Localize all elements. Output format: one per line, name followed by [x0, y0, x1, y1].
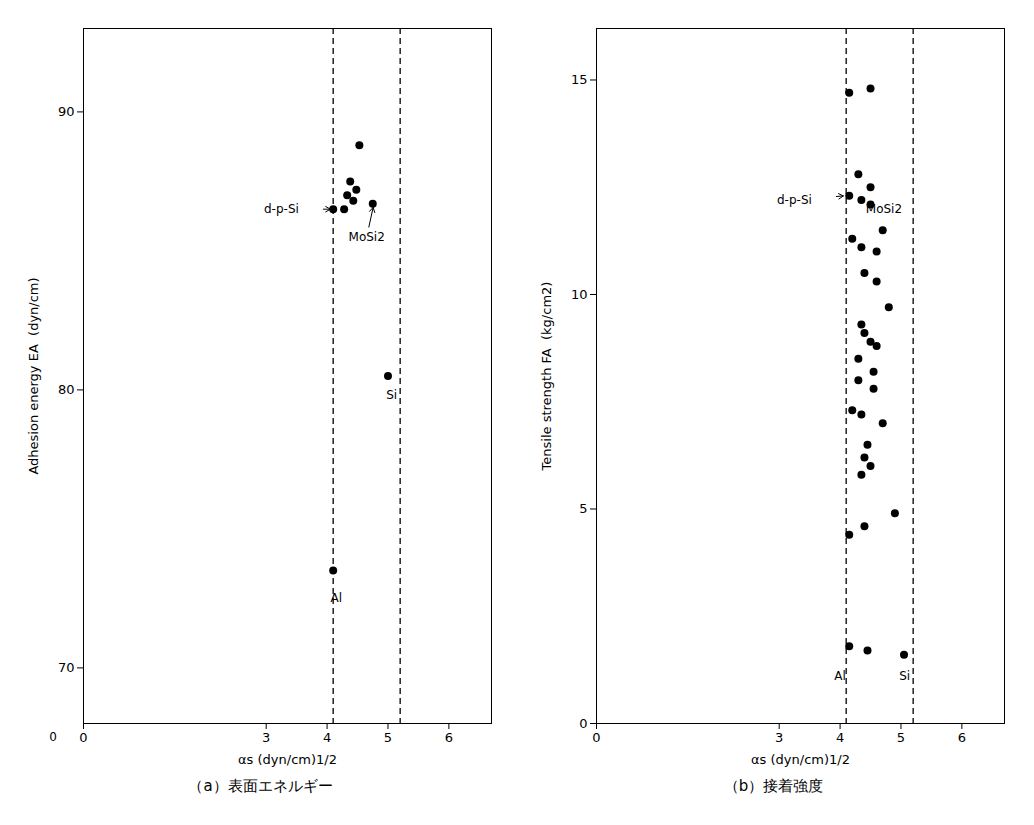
- svg-text:0: 0: [592, 730, 600, 745]
- svg-text:4: 4: [836, 730, 844, 745]
- svg-text:4: 4: [323, 730, 331, 745]
- svg-text:3: 3: [775, 730, 783, 745]
- svg-text:Adhesion energy EA (dyn/cm): Adhesion energy EA (dyn/cm): [26, 277, 41, 474]
- html-text:（b）接着強度: （b）接着強度: [723, 777, 824, 795]
- svg-text:αs (dyn/cm)1/2: αs (dyn/cm)1/2: [238, 752, 337, 767]
- svg-text:90: 90: [58, 104, 75, 119]
- svg-text:6: 6: [958, 730, 966, 745]
- svg-text:d-p-Si: d-p-Si: [264, 202, 299, 216]
- svg-text:Si: Si: [386, 388, 397, 402]
- svg-text:MoSi2: MoSi2: [349, 230, 385, 244]
- svg-text:10: 10: [571, 287, 588, 302]
- svg-text:5: 5: [897, 730, 905, 745]
- svg-text:0: 0: [579, 716, 587, 731]
- svg-text:3: 3: [262, 730, 270, 745]
- svg-text:5: 5: [579, 501, 587, 516]
- svg-text:Al: Al: [834, 669, 846, 683]
- svg-text:6: 6: [445, 730, 453, 745]
- svg-text:MoSi2: MoSi2: [866, 202, 902, 216]
- svg-text:0: 0: [79, 730, 87, 745]
- svg-text:Tensile strength FA (kg/cm2): Tensile strength FA (kg/cm2): [539, 282, 554, 472]
- svg-text:15: 15: [571, 72, 588, 87]
- svg-text:Si: Si: [899, 669, 910, 683]
- svg-text:d-p-Si: d-p-Si: [777, 193, 812, 207]
- svg-text:αs (dyn/cm)1/2: αs (dyn/cm)1/2: [751, 752, 850, 767]
- svg-text:0: 0: [49, 730, 57, 744]
- svg-text:80: 80: [58, 382, 75, 397]
- svg-text:70: 70: [58, 660, 75, 675]
- svg-text:5: 5: [384, 730, 392, 745]
- svg-text:Al: Al: [330, 591, 342, 605]
- html-text:（a）表面エネルギー: （a）表面エネルギー: [188, 777, 333, 795]
